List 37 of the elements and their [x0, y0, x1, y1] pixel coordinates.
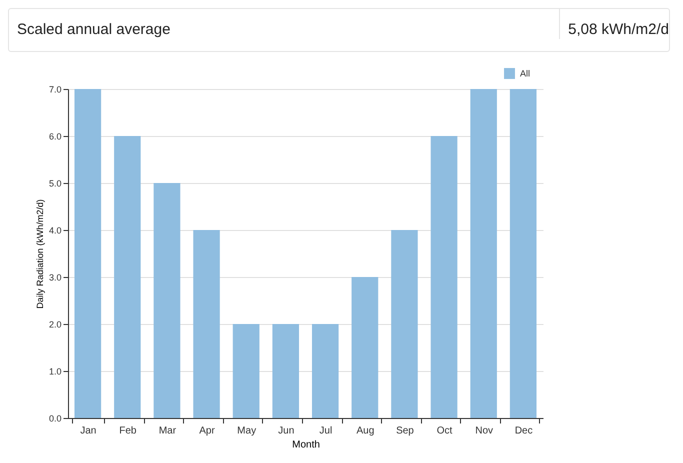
x-tick-label: Jul — [319, 426, 332, 436]
x-tick-label: Jan — [80, 426, 96, 436]
x-tick-label: Dec — [514, 426, 533, 436]
text: Scaled annual average — [17, 21, 170, 38]
x-tick-label: Mar — [158, 426, 177, 436]
bar — [154, 183, 180, 418]
y-tick-label: 6.0 — [48, 132, 62, 142]
y-tick-label: 5.0 — [48, 178, 62, 188]
y-axis-title: Daily Radiation (kWh/m2/d) — [34, 199, 45, 309]
bar — [193, 230, 220, 418]
bar — [430, 136, 458, 418]
text: 5,08 kWh/m2/d — [559, 9, 669, 39]
y-tick-label: 2.0 — [48, 320, 62, 330]
x-tick-label: Nov — [475, 426, 494, 436]
bar — [510, 89, 537, 418]
x-tick-label: Feb — [119, 426, 137, 436]
x-tick-label: Oct — [436, 426, 453, 436]
x-tick-label: May — [237, 426, 256, 436]
x-tick-label: Jun — [278, 426, 294, 436]
x-tick-label: Apr — [199, 426, 216, 436]
x-tick-label: Aug — [356, 426, 374, 436]
y-tick-label: 1.0 — [48, 366, 62, 376]
x-tick-label: Sep — [396, 426, 414, 436]
y-tick-label: 4.0 — [48, 226, 62, 236]
y-tick-label: 7.0 — [48, 84, 62, 94]
bar — [312, 324, 339, 418]
bar — [74, 89, 102, 418]
x-axis-title: Month — [292, 440, 320, 450]
bar — [232, 324, 260, 418]
bar — [470, 89, 497, 418]
y-tick-label: 3.0 — [48, 272, 62, 282]
bar — [114, 136, 141, 418]
bar — [272, 324, 300, 418]
y-tick-label: 0.0 — [48, 414, 62, 424]
bar — [391, 230, 418, 418]
bar — [352, 277, 378, 418]
legend-label: All — [520, 68, 530, 78]
